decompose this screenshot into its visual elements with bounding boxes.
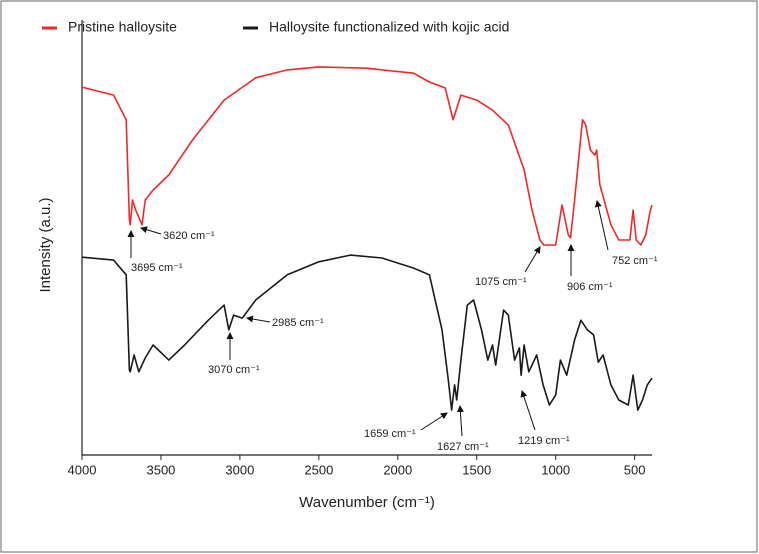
annotation: 2985 cm⁻¹ [272, 317, 324, 329]
annotation: 752 cm⁻¹ [612, 255, 658, 267]
spectrum-line [81, 66, 653, 246]
annotation: 3070 cm⁻¹ [208, 364, 260, 376]
x-tick-label: 2000 [383, 462, 412, 477]
annotation-arrow [246, 315, 271, 323]
legend-label: Halloysite functionalized with kojic aci… [269, 19, 509, 35]
annotation-arrow [456, 405, 464, 437]
x-tick-label: 3000 [225, 462, 254, 477]
annotation-arrow [594, 200, 609, 251]
x-tick-label: 500 [624, 462, 646, 477]
annotation: 1219 cm⁻¹ [518, 435, 570, 447]
x-tick-label: 2500 [304, 462, 333, 477]
x-tick-label: 1500 [462, 462, 491, 477]
annotation-arrow [524, 246, 541, 273]
x-tick-label: 1000 [541, 462, 570, 477]
annotation: 3695 cm⁻¹ [131, 262, 183, 274]
y-axis-label: Intensity (a.u.) [37, 197, 54, 292]
annotation-arrow [140, 226, 162, 235]
annotation: 1075 cm⁻¹ [475, 276, 527, 288]
x-tick-label: 3500 [146, 462, 175, 477]
spectrum-line [81, 254, 653, 411]
annotation: 1659 cm⁻¹ [364, 428, 416, 440]
annotation: 3620 cm⁻¹ [163, 230, 215, 242]
annotation: 1627 cm⁻¹ [437, 441, 489, 453]
annotation-arrow [520, 390, 536, 431]
x-tick-label: 4000 [68, 462, 97, 477]
x-axis-label: Wavenumber (cm⁻¹) [299, 494, 435, 511]
annotation: 906 cm⁻¹ [567, 281, 613, 293]
legend-label: Pristine halloysite [68, 19, 177, 35]
annotation-arrow [420, 412, 448, 431]
